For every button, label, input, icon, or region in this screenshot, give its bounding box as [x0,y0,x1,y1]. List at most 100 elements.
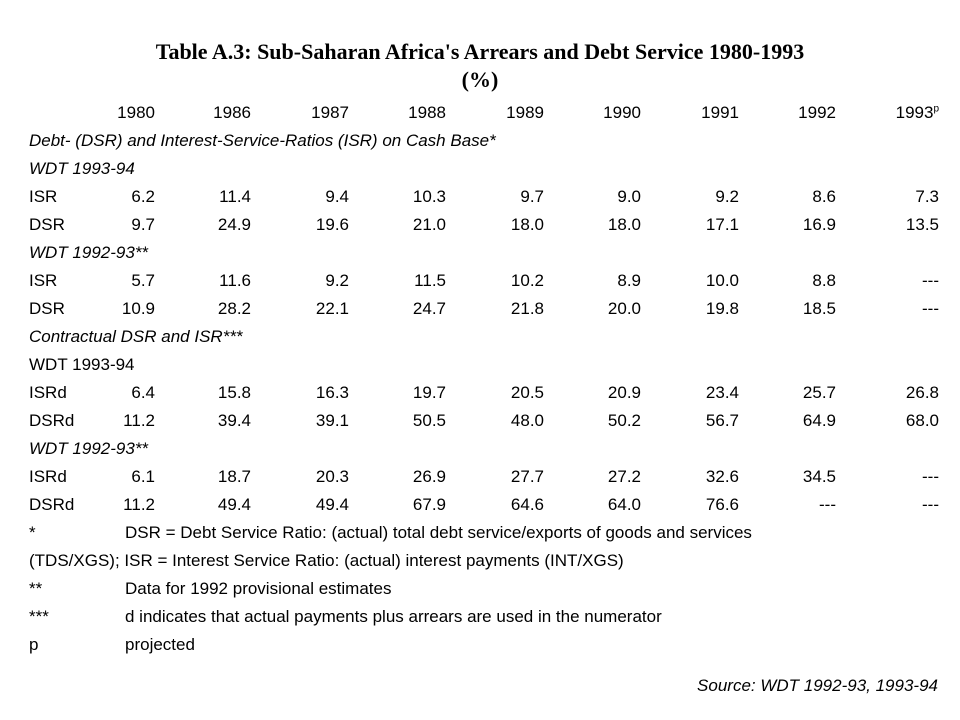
year-1986: 1986 [213,103,251,122]
table-cell: 39.1 [315,411,349,430]
table-cell: 9.7 [131,215,155,234]
note-symbol: ** [29,579,43,598]
table-cell: 49.4 [315,495,349,514]
table-cell: 11.5 [414,271,446,290]
table-cell: --- [819,495,836,514]
row-label: ISRd [29,467,67,486]
subsection-row: WDT 1992-93** [29,240,939,268]
section2-heading: Contractual DSR and ISR*** [29,327,243,346]
table-row: ISRd 6.1 18.7 20.3 26.9 27.7 27.2 32.6 34.5 --- [29,464,939,492]
table-cell: 16.9 [802,215,836,234]
table-cell: 9.7 [520,187,544,206]
table-cell: 10.0 [705,271,739,290]
table-cell: 13.5 [905,215,939,234]
row-label: ISR [29,271,58,290]
table-cell: 17.1 [705,215,739,234]
note-text: Data for 1992 provisional estimates [125,579,392,598]
table-cell: 20.9 [607,383,641,402]
note-symbol: * [29,523,36,542]
table-cell: 68.0 [905,411,939,430]
title-line-1: Table A.3: Sub-Saharan Africa's Arrears … [155,39,805,64]
wdt-9293-label: WDT 1992-93** [29,243,149,262]
table-cell: 50.2 [607,411,641,430]
row-label: ISRd [29,383,67,402]
table-cell: 18.0 [607,215,641,234]
table-cell: 10.2 [510,271,544,290]
table-row: DSRd 11.2 39.4 39.1 50.5 48.0 50.2 56.7 64.9 68.0 [29,408,939,436]
year-header-row: 1980 1986 1987 1988 1989 1990 1991 1992 … [29,100,939,128]
table-cell: --- [922,467,939,486]
table-cell: 34.5 [802,467,836,486]
year-1980: 1980 [117,103,155,122]
table-cell: 8.6 [812,187,836,206]
wdt-9394-label: WDT 1993-94 [29,159,135,178]
table-cell: 28.2 [217,299,251,318]
table-cell: 19.8 [705,299,739,318]
title-line-2: (%) [461,67,499,92]
table-cell: 20.5 [510,383,544,402]
table-cell: 49.4 [217,495,251,514]
table-body: 1980 1986 1987 1988 1989 1990 1991 1992 … [29,100,939,660]
table-row: ISRd 6.4 15.8 16.3 19.7 20.5 20.9 23.4 25.7 26.8 [29,380,939,408]
table-cell: 19.6 [315,215,349,234]
table-row: ISR 5.7 11.6 9.2 11.5 10.2 8.9 10.0 8.8 --- [29,268,939,296]
table-cell: 20.0 [607,299,641,318]
year-1989: 1989 [506,103,544,122]
table-cell: 9.2 [325,271,349,290]
table-cell: 64.6 [510,495,544,514]
note-text: projected [125,635,195,654]
table-cell: 67.9 [412,495,446,514]
note-symbol: p [29,635,39,654]
note-row: (TDS/XGS); ISR = Interest Service Ratio:… [29,548,939,576]
table-cell: 21.8 [510,299,544,318]
table-cell: 5.7 [131,271,155,290]
table-cell: 64.9 [802,411,836,430]
table-cell: 8.8 [812,271,836,290]
row-label: DSR [29,215,65,234]
table-cell: 48.0 [510,411,544,430]
table-cell: 11.2 [123,495,155,514]
table-cell: 26.8 [905,383,939,402]
table-cell: 26.9 [412,467,446,486]
table-cell: --- [922,495,939,514]
table-cell: 18.5 [802,299,836,318]
source-note: Source: WDT 1992-93, 1993-94 [697,676,938,695]
table-cell: 25.7 [802,383,836,402]
table-cell: 8.9 [617,271,641,290]
year-1992: 1992 [798,103,836,122]
table-cell: 11.2 [123,411,155,430]
row-label: ISR [29,187,58,206]
table-cell: 6.2 [131,187,155,206]
table-cell: 9.0 [617,187,641,206]
table-cell: --- [922,271,939,290]
table-cell: 64.0 [607,495,641,514]
table-row: DSRd 11.2 49.4 49.4 67.9 64.6 64.0 76.6 --- --- [29,492,939,520]
table-cell: --- [922,299,939,318]
table-cell: 23.4 [705,383,739,402]
note-row: ** Data for 1992 provisional estimates [29,576,939,604]
table-row: ISR 6.2 11.4 9.4 10.3 9.7 9.0 9.2 8.6 7.3 [29,184,939,212]
table-cell: 10.9 [121,299,155,318]
table-cell: 11.4 [219,187,251,206]
table-row: DSR 10.9 28.2 22.1 24.7 21.8 20.0 19.8 18.5 --- [29,296,939,324]
table-cell: 21.0 [412,215,446,234]
table-cell: 7.3 [915,187,939,206]
table-cell: 18.0 [510,215,544,234]
note-row: *** d indicates that actual payments plu… [29,604,939,632]
note-symbol: *** [29,607,49,626]
table-cell: 56.7 [705,411,739,430]
table-row: DSR 9.7 24.9 19.6 21.0 18.0 18.0 17.1 16.9 13.5 [29,212,939,240]
note-text: d indicates that actual payments plus ar… [125,607,662,626]
section-heading-row: Debt- (DSR) and Interest-Service-Ratios … [29,128,939,156]
table-cell: 27.7 [510,467,544,486]
year-1991: 1991 [701,103,739,122]
table-cell: 22.1 [315,299,349,318]
table-cell: 16.3 [315,383,349,402]
table-cell: 10.3 [412,187,446,206]
table-cell: 50.5 [412,411,446,430]
row-label: DSRd [29,495,75,514]
note-text-continued: (TDS/XGS); ISR = Interest Service Ratio:… [29,551,624,570]
year-1990: 1990 [603,103,641,122]
subsection-row: WDT 1992-93** [29,436,939,464]
